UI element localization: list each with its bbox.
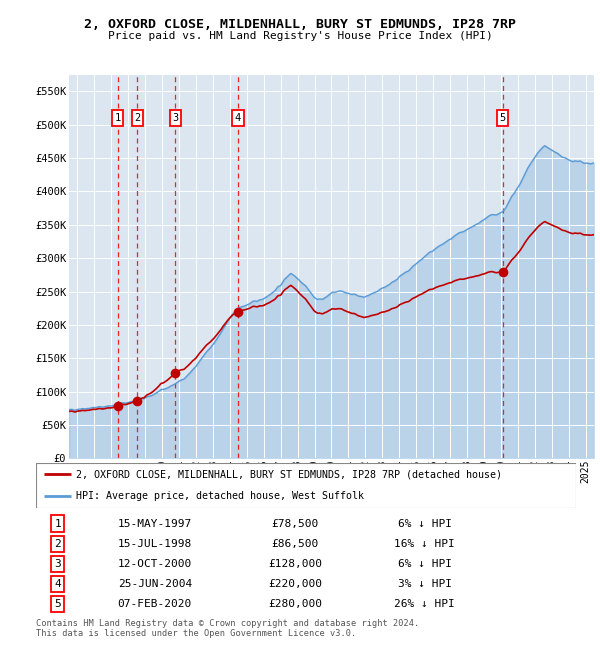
Text: 12-OCT-2000: 12-OCT-2000 xyxy=(118,559,192,569)
Text: 2, OXFORD CLOSE, MILDENHALL, BURY ST EDMUNDS, IP28 7RP: 2, OXFORD CLOSE, MILDENHALL, BURY ST EDM… xyxy=(84,18,516,31)
Text: 07-FEB-2020: 07-FEB-2020 xyxy=(118,599,192,609)
Text: 15-MAY-1997: 15-MAY-1997 xyxy=(118,519,192,528)
Text: £86,500: £86,500 xyxy=(272,539,319,549)
Text: 3% ↓ HPI: 3% ↓ HPI xyxy=(398,579,452,589)
Text: 2: 2 xyxy=(54,539,61,549)
Text: Contains HM Land Registry data © Crown copyright and database right 2024.: Contains HM Land Registry data © Crown c… xyxy=(36,619,419,628)
Text: £280,000: £280,000 xyxy=(268,599,322,609)
Text: 15-JUL-1998: 15-JUL-1998 xyxy=(118,539,192,549)
Text: £220,000: £220,000 xyxy=(268,579,322,589)
Text: 1: 1 xyxy=(54,519,61,528)
Text: 3: 3 xyxy=(172,113,178,123)
Text: 16% ↓ HPI: 16% ↓ HPI xyxy=(394,539,455,549)
Text: 6% ↓ HPI: 6% ↓ HPI xyxy=(398,519,452,528)
Text: 4: 4 xyxy=(235,113,241,123)
Text: Price paid vs. HM Land Registry's House Price Index (HPI): Price paid vs. HM Land Registry's House … xyxy=(107,31,493,41)
Text: 2, OXFORD CLOSE, MILDENHALL, BURY ST EDMUNDS, IP28 7RP (detached house): 2, OXFORD CLOSE, MILDENHALL, BURY ST EDM… xyxy=(77,469,503,479)
Text: 6% ↓ HPI: 6% ↓ HPI xyxy=(398,559,452,569)
Text: 25-JUN-2004: 25-JUN-2004 xyxy=(118,579,192,589)
Text: HPI: Average price, detached house, West Suffolk: HPI: Average price, detached house, West… xyxy=(77,491,365,500)
Text: 2: 2 xyxy=(134,113,140,123)
Text: 1: 1 xyxy=(115,113,121,123)
Text: 4: 4 xyxy=(54,579,61,589)
Text: 5: 5 xyxy=(54,599,61,609)
Text: 3: 3 xyxy=(54,559,61,569)
Text: This data is licensed under the Open Government Licence v3.0.: This data is licensed under the Open Gov… xyxy=(36,629,356,638)
Text: 26% ↓ HPI: 26% ↓ HPI xyxy=(394,599,455,609)
Text: 5: 5 xyxy=(499,113,506,123)
Text: £78,500: £78,500 xyxy=(272,519,319,528)
Text: £128,000: £128,000 xyxy=(268,559,322,569)
